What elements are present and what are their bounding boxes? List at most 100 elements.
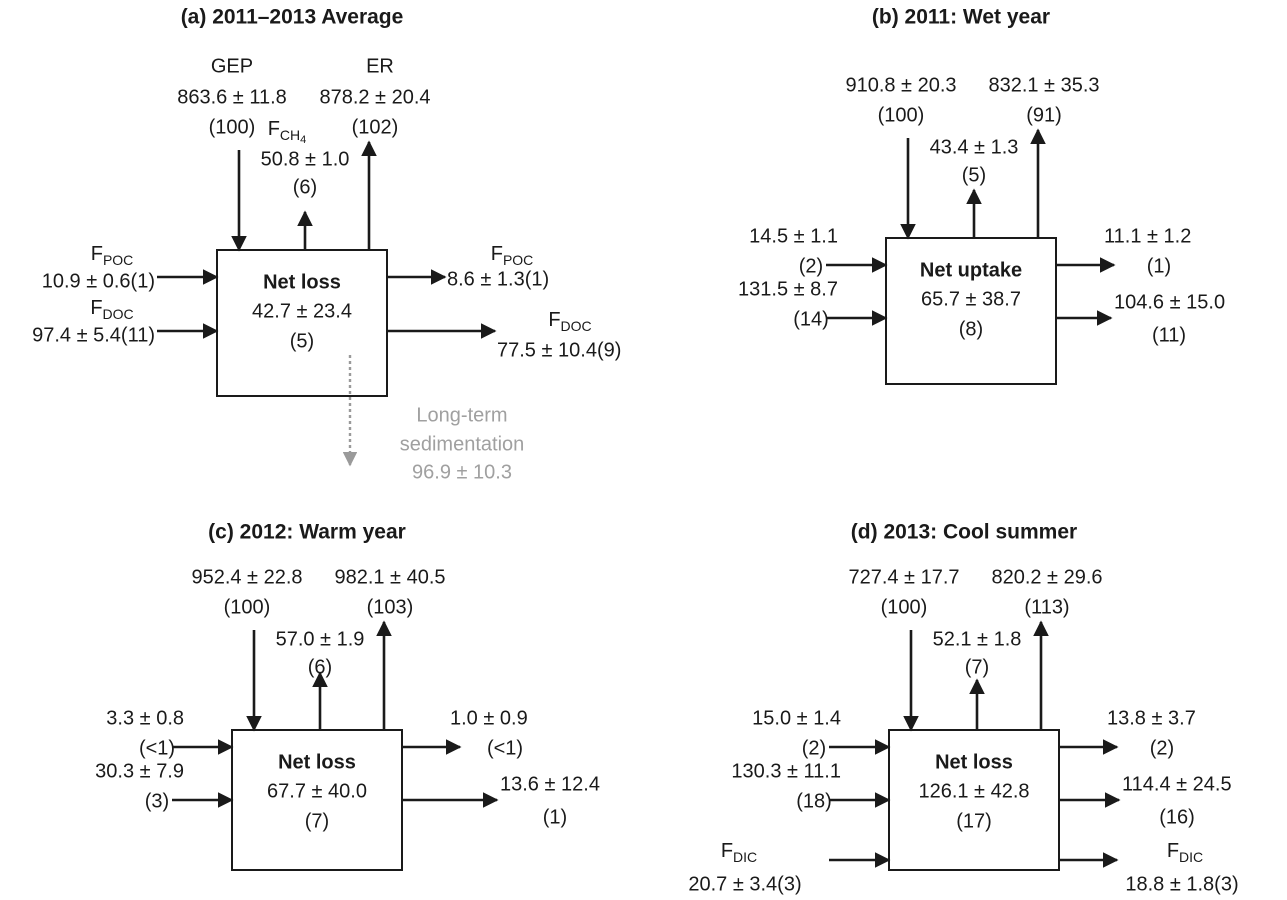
symbol-subscript: POC (103, 252, 133, 268)
symbol-subscript: DOC (103, 306, 134, 322)
budget-box (885, 237, 1057, 385)
flux-symbol: FDIC (1167, 840, 1203, 864)
symbol-subscript: DOC (561, 318, 592, 334)
box-percent: (17) (956, 810, 992, 832)
flux-value: 910.8 ± 20.3 (845, 74, 956, 96)
flux-value: 114.4 ± 24.5 (1122, 773, 1232, 795)
flux-percent: (6) (293, 176, 317, 198)
budget-box (231, 729, 403, 871)
flux-percent: (14) (793, 308, 829, 330)
flux-percent: (102) (352, 116, 399, 138)
flux-percent: (100) (209, 116, 256, 138)
flux-value: 982.1 ± 40.5 (334, 566, 445, 588)
flux-percent: (16) (1159, 806, 1195, 828)
symbol-main: F (491, 243, 503, 265)
sedimentation-label: Long-term (416, 404, 507, 426)
symbol-subscript: DIC (1179, 849, 1203, 865)
symbol-subscript: 4 (300, 134, 306, 146)
flux-value: 820.2 ± 29.6 (991, 566, 1102, 588)
flux-value: 104.6 ± 15.0 (1114, 291, 1225, 313)
box-value: 126.1 ± 42.8 (918, 780, 1029, 802)
box-label: Net loss (278, 751, 356, 773)
symbol-main: F (1167, 840, 1179, 862)
flux-percent: (18) (796, 790, 832, 812)
flux-value: 3.3 ± 0.8 (106, 707, 184, 729)
flux-value: 11.1 ± 1.2 (1104, 225, 1191, 247)
symbol-subscript: POC (503, 252, 533, 268)
flux-name: GEP (211, 55, 253, 77)
symbol-subscript: DIC (733, 849, 757, 865)
box-value: 42.7 ± 23.4 (252, 300, 352, 322)
flux-value: 15.0 ± 1.4 (752, 707, 841, 729)
flux-symbol: FPOC (91, 243, 134, 267)
flux-value: 832.1 ± 35.3 (988, 74, 1099, 96)
flux-value: 863.6 ± 11.8 (177, 86, 287, 108)
flux-name: ER (366, 55, 394, 77)
flux-value: 57.0 ± 1.9 (276, 628, 365, 650)
panel-title: (a) 2011–2013 Average (181, 6, 404, 29)
box-label: Net loss (263, 271, 341, 293)
flux-symbol: FDIC (721, 840, 757, 864)
flux-percent: (100) (224, 596, 271, 618)
sedimentation-value: 96.9 ± 10.3 (412, 461, 512, 483)
box-value: 67.7 ± 40.0 (267, 780, 367, 802)
budget-box (216, 249, 388, 397)
flux-percent: (100) (881, 596, 928, 618)
flux-symbol: FCH4 (268, 118, 307, 146)
flux-percent: (<1) (139, 737, 175, 759)
flux-value: 50.8 ± 1.0 (261, 148, 350, 170)
flux-value: 13.6 ± 12.4 (500, 773, 600, 795)
flux-value: 878.2 ± 20.4 (319, 86, 430, 108)
flux-percent: (<1) (487, 737, 523, 759)
flux-percent: (3) (145, 790, 169, 812)
flux-value: 77.5 ± 10.4(9) (497, 339, 621, 361)
flux-value: 20.7 ± 3.4(3) (688, 873, 801, 895)
box-percent: (7) (305, 810, 329, 832)
flux-percent: (91) (1026, 104, 1062, 126)
flux-percent: (103) (367, 596, 414, 618)
flux-percent: (7) (965, 656, 989, 678)
flux-percent: (2) (799, 255, 823, 277)
flux-value: 30.3 ± 7.9 (95, 760, 184, 782)
flux-percent: (100) (878, 104, 925, 126)
sedimentation-label: sedimentation (400, 433, 525, 455)
flux-value: 14.5 ± 1.1 (749, 225, 838, 247)
flux-percent: (6) (308, 656, 332, 678)
flux-symbol: FPOC (491, 243, 534, 267)
flux-percent: (1) (543, 806, 567, 828)
flux-value: 8.6 ± 1.3(1) (447, 268, 549, 290)
flux-value: 18.8 ± 1.8(3) (1125, 873, 1238, 895)
panel-title: (d) 2013: Cool summer (851, 521, 1077, 544)
flux-value: 97.4 ± 5.4(11) (32, 324, 155, 346)
flux-value: 43.4 ± 1.3 (930, 136, 1019, 158)
panel-title: (b) 2011: Wet year (872, 6, 1050, 29)
symbol-subscript: CH (280, 127, 300, 143)
flux-percent: (2) (1150, 737, 1174, 759)
symbol-main: F (90, 297, 102, 319)
flux-percent: (1) (1147, 255, 1171, 277)
symbol-main: F (721, 840, 733, 862)
flux-value: 10.9 ± 0.6(1) (42, 270, 155, 292)
flux-value: 952.4 ± 22.8 (191, 566, 302, 588)
box-percent: (5) (290, 330, 314, 352)
box-percent: (8) (959, 318, 983, 340)
flux-value: 1.0 ± 0.9 (450, 707, 528, 729)
box-label: Net loss (935, 751, 1013, 773)
flux-value: 130.3 ± 11.1 (731, 760, 841, 782)
symbol-main: F (91, 243, 103, 265)
flux-value: 727.4 ± 17.7 (848, 566, 959, 588)
symbol-main: F (268, 118, 280, 140)
flux-percent: (5) (962, 164, 986, 186)
flux-symbol: FDOC (90, 297, 133, 321)
budget-box (888, 729, 1060, 871)
box-value: 65.7 ± 38.7 (921, 288, 1021, 310)
box-label: Net uptake (920, 259, 1022, 281)
flux-symbol: FDOC (548, 309, 591, 333)
flux-percent: (2) (802, 737, 826, 759)
flux-percent: (113) (1024, 596, 1069, 618)
panel-title: (c) 2012: Warm year (208, 521, 406, 544)
flux-value: 13.8 ± 3.7 (1107, 707, 1196, 729)
symbol-main: F (548, 309, 560, 331)
flux-percent: (11) (1152, 324, 1186, 346)
